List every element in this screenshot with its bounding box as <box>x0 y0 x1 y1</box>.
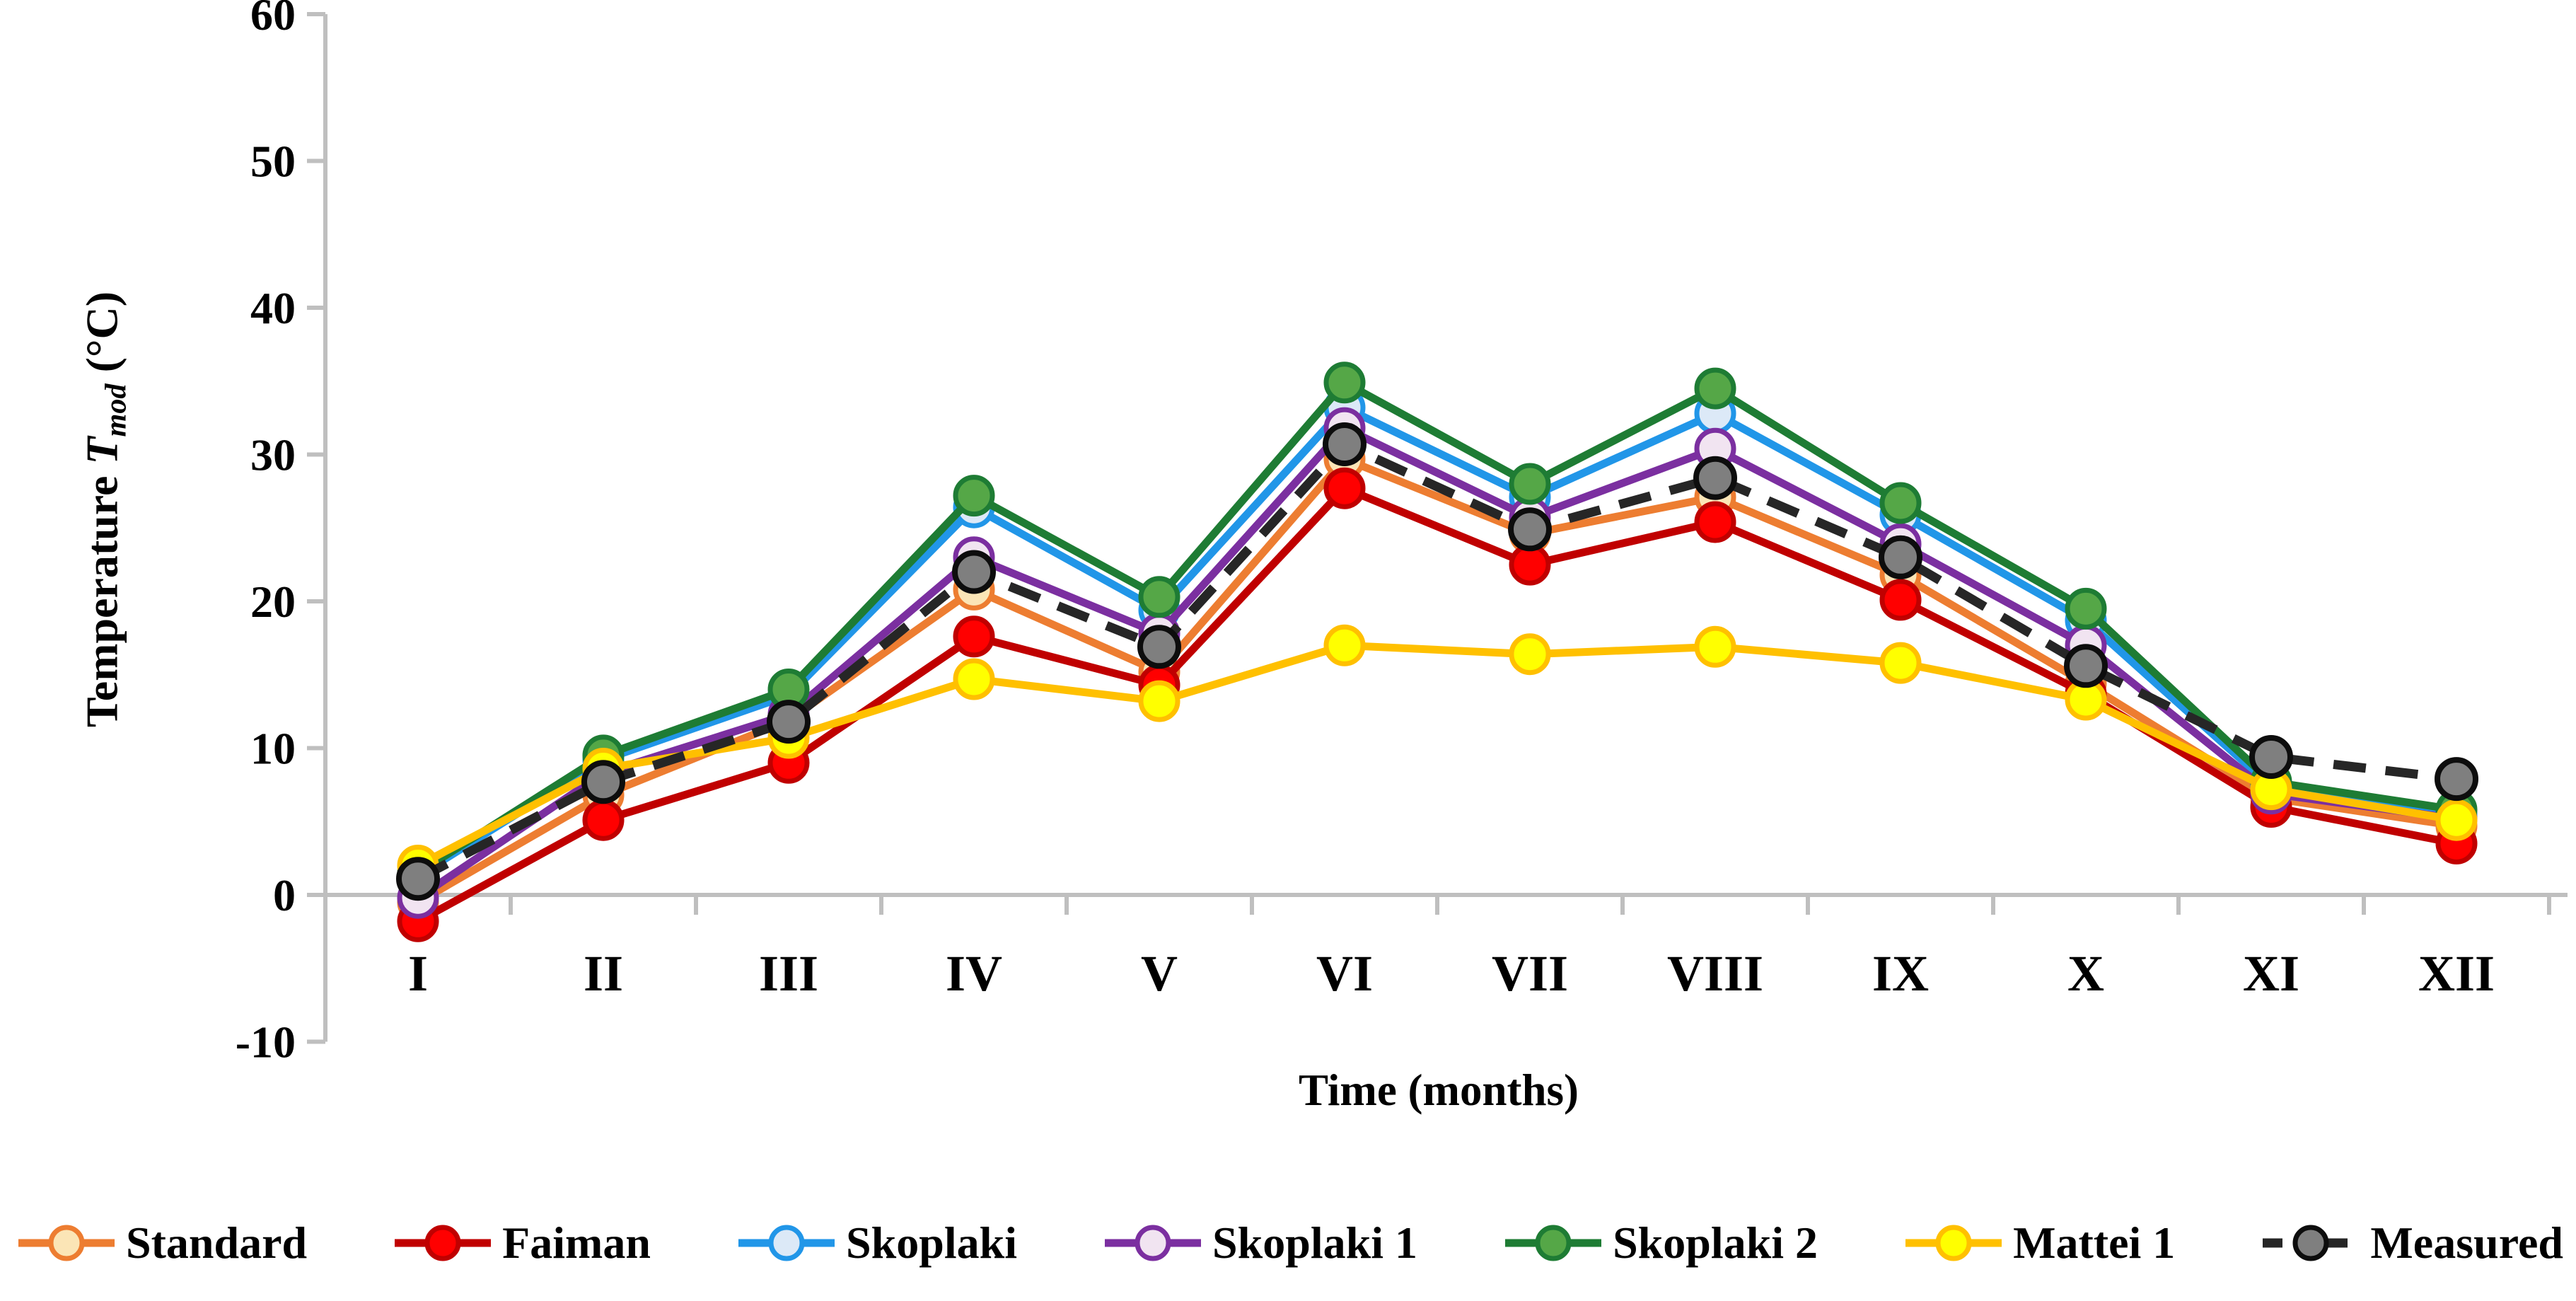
marker-faiman-VI <box>1323 467 1366 509</box>
series-line-skoplaki <box>416 403 2457 879</box>
marker-skoplaki-2-VIII <box>1694 367 1736 410</box>
legend-marker-skoplaki-1 <box>1105 1225 1202 1261</box>
x-tick-label-IV: IV <box>946 945 1002 1002</box>
legend-circle <box>2292 1225 2329 1261</box>
marker-measured-XII <box>2435 757 2478 802</box>
y-tick-label: 10 <box>250 724 296 774</box>
legend-circle <box>768 1225 805 1261</box>
series-line-measured <box>415 439 2457 883</box>
legend-item-measured: Measured <box>2261 1217 2563 1269</box>
marker-mattei-1-IX <box>1879 642 1922 684</box>
legend-item-skoplaki-1: Skoplaki 1 <box>1103 1217 1417 1269</box>
marker-mattei-1-IV <box>953 658 995 700</box>
marker-measured-II <box>581 760 625 804</box>
x-tick-label-II: II <box>584 945 623 1002</box>
marker-measured-X <box>2064 644 2108 688</box>
marker-mattei-1-VI <box>1323 624 1366 666</box>
x-tick-label-VI: VI <box>1316 945 1373 1002</box>
legend-label: Standard <box>126 1218 308 1268</box>
marker-measured-XI <box>2249 735 2293 779</box>
legend-label: Skoplaki <box>846 1218 1017 1268</box>
series-line-mattei-1 <box>416 641 2457 869</box>
marker-faiman-VIII <box>1694 501 1736 543</box>
legend-label: Skoplaki 2 <box>1613 1218 1818 1268</box>
legend-marker-faiman <box>395 1225 492 1261</box>
x-tick-label-X: X <box>2067 945 2104 1002</box>
y-tick-label: 30 <box>250 430 296 480</box>
x-tick-label-IX: IX <box>1872 945 1929 1002</box>
marker-faiman-II <box>582 799 625 841</box>
y-tick-label: 50 <box>250 137 296 187</box>
marker-measured-IX <box>1879 535 1922 579</box>
marker-mattei-1-V <box>1138 680 1180 722</box>
x-tick-label-VII: VII <box>1492 945 1568 1002</box>
legend-label: Faiman <box>502 1218 651 1268</box>
legend-item-mattei-1: Mattei 1 <box>1904 1217 2175 1269</box>
marker-skoplaki-2-VII <box>1509 463 1551 505</box>
marker-skoplaki-2-VI <box>1323 362 1366 404</box>
marker-measured-VIII <box>1693 456 1737 500</box>
marker-mattei-1-VIII <box>1694 625 1736 668</box>
marker-measured-III <box>767 700 811 744</box>
marker-measured-V <box>1137 625 1181 669</box>
marker-faiman-IV <box>953 615 995 658</box>
legend-circle <box>48 1225 85 1261</box>
legend-label: Measured <box>2370 1218 2563 1268</box>
legend-item-skoplaki-2: Skoplaki 2 <box>1504 1217 1818 1269</box>
legend-item-standard: Standard <box>17 1217 307 1269</box>
x-tick-label-V: V <box>1141 945 1178 1002</box>
x-tick-label-XII: XII <box>2418 945 2495 1002</box>
marker-measured-VI <box>1323 422 1367 466</box>
marker-skoplaki-2-V <box>1138 576 1180 618</box>
legend-circle <box>1535 1225 1572 1261</box>
legend-label: Skoplaki 1 <box>1212 1218 1417 1268</box>
x-tick-label-I: I <box>408 945 428 1002</box>
x-axis-title: Time (months) <box>1298 1065 1579 1115</box>
marker-skoplaki-2-X <box>2065 587 2107 630</box>
marker-measured-I <box>396 857 440 901</box>
series-line-skoplaki-1 <box>415 424 2457 901</box>
y-axis-symbol: T <box>76 436 127 465</box>
legend-marker-measured <box>2263 1225 2360 1261</box>
legend-label: Mattei 1 <box>2013 1218 2176 1268</box>
legend-circle <box>1935 1225 1972 1261</box>
y-tick-label: 40 <box>250 283 296 333</box>
y-tick-label: -10 <box>236 1017 296 1068</box>
marker-mattei-1-XII <box>2435 799 2478 841</box>
marker-skoplaki-2-IV <box>953 475 995 517</box>
legend-marker-mattei-1 <box>1905 1225 2002 1261</box>
series-line-skoplaki-2 <box>416 378 2457 877</box>
y-tick-label: 0 <box>273 870 296 920</box>
marker-faiman-VII <box>1509 543 1551 586</box>
legend-marker-skoplaki-2 <box>1505 1225 1602 1261</box>
legend-item-faiman: Faiman <box>393 1217 651 1269</box>
marker-measured-VII <box>1508 507 1552 552</box>
marker-measured-IV <box>952 550 996 594</box>
chart-legend: Standard Faiman Skoplaki Skoplaki 1 Skoplaki… <box>17 1197 2563 1289</box>
legend-marker-skoplaki <box>738 1225 835 1261</box>
legend-circle <box>424 1225 461 1261</box>
x-tick-label-XI: XI <box>2243 945 2299 1002</box>
marker-faiman-IX <box>1879 579 1922 621</box>
marker-skoplaki-2-IX <box>1879 482 1922 524</box>
legend-item-skoplaki: Skoplaki <box>737 1217 1017 1269</box>
marker-mattei-1-VII <box>1509 633 1551 676</box>
y-tick-label: 20 <box>250 577 296 627</box>
legend-marker-standard <box>18 1225 115 1261</box>
x-tick-label-III: III <box>759 945 818 1002</box>
y-tick-label: 60 <box>250 0 296 40</box>
series-line-faiman <box>416 484 2458 925</box>
y-axis-subscript: mod <box>99 383 133 437</box>
x-tick-label-VIII: VIII <box>1667 945 1763 1002</box>
y-axis-title: Temperature Tmod (°C) <box>76 291 133 728</box>
legend-circle <box>1135 1225 1171 1261</box>
